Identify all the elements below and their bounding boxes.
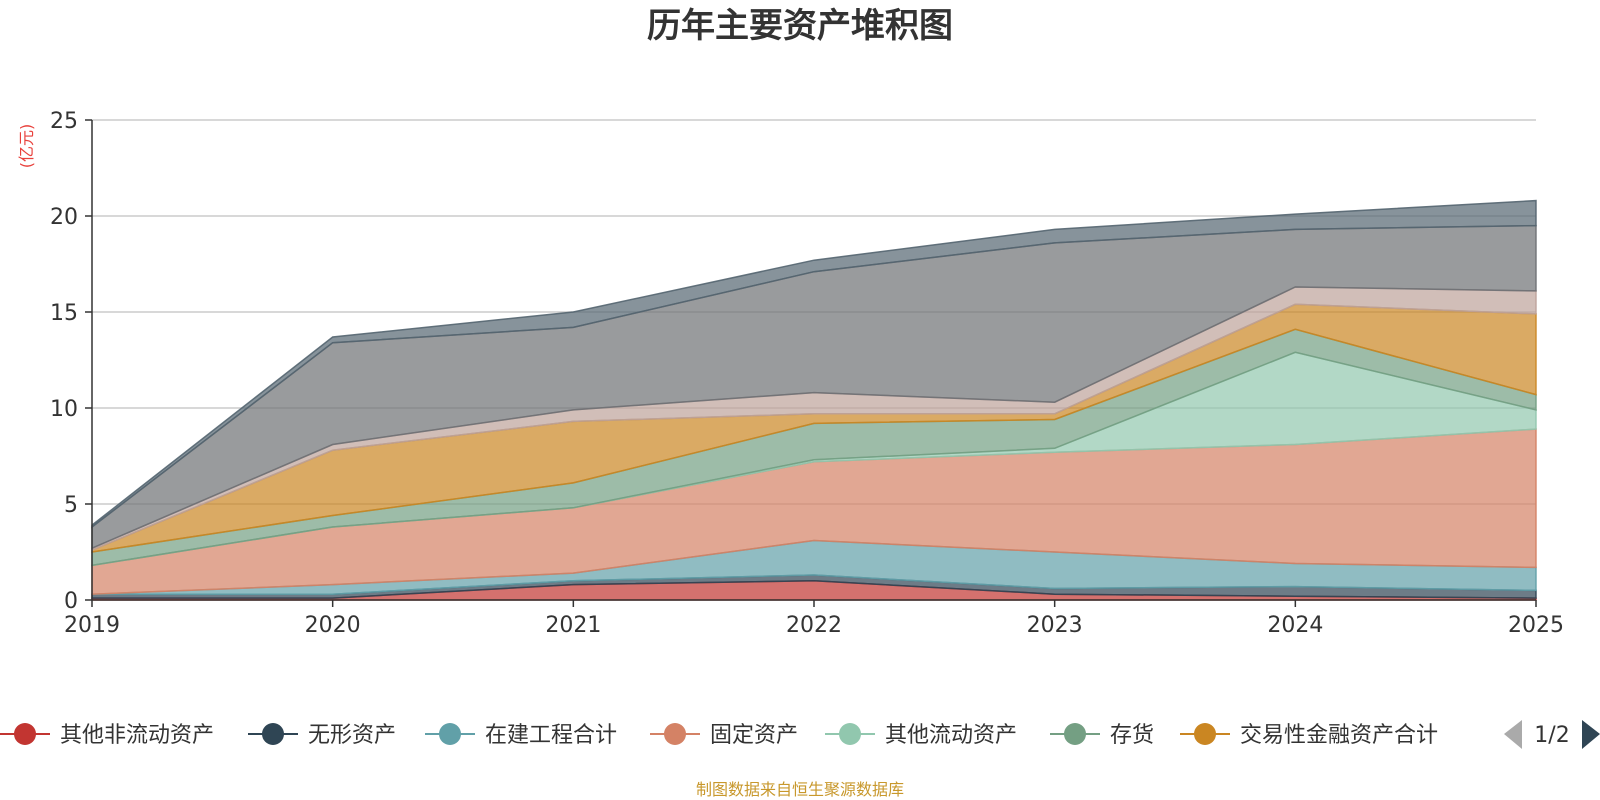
legend-item[interactable]: 其他流动资产 — [825, 723, 1017, 748]
legend-pager: 1/2 — [1504, 720, 1600, 749]
x-tick-label: 2023 — [1027, 613, 1083, 638]
legend-label: 其他非流动资产 — [60, 723, 214, 748]
y-tick-label: 20 — [50, 205, 78, 230]
legend[interactable]: 其他非流动资产 无形资产 在建工程合计 固定资产 其他流动资产 存货 交易性金融资产合计 — [0, 723, 1438, 748]
x-tick-label: 2025 — [1508, 613, 1564, 638]
y-tick-label: 15 — [50, 301, 78, 326]
x-tick-label: 2019 — [64, 613, 120, 638]
legend-marker-icon — [14, 723, 36, 745]
stacked-areas — [91, 199, 1537, 601]
legend-label: 其他流动资产 — [885, 723, 1017, 748]
legend-item[interactable]: 无形资产 — [248, 723, 396, 748]
legend-label: 在建工程合计 — [485, 723, 617, 748]
legend-item[interactable]: 固定资产 — [650, 723, 798, 748]
legend-marker-icon — [262, 723, 284, 745]
legend-label: 固定资产 — [710, 723, 798, 748]
x-tick-label: 2022 — [786, 613, 842, 638]
y-tick-label: 0 — [64, 589, 78, 614]
legend-marker-icon — [439, 723, 461, 745]
legend-marker-icon — [1064, 723, 1086, 745]
y-tick-label: 5 — [64, 493, 78, 518]
x-tick-label: 2020 — [305, 613, 361, 638]
data-source-footer: 制图数据来自恒生聚源数据库 — [696, 780, 904, 799]
legend-item[interactable]: 交易性金融资产合计 — [1180, 723, 1438, 748]
legend-item[interactable]: 在建工程合计 — [425, 723, 617, 748]
legend-marker-icon — [664, 723, 686, 745]
y-tick-label: 10 — [50, 397, 78, 422]
legend-item[interactable]: 其他非流动资产 — [0, 723, 214, 748]
legend-next-page-icon[interactable] — [1582, 720, 1600, 749]
legend-marker-icon — [1194, 723, 1216, 745]
x-tick-label: 2021 — [545, 613, 601, 638]
chart-title: 历年主要资产堆积图 — [647, 6, 953, 46]
legend-item[interactable]: 存货 — [1050, 723, 1154, 748]
x-tick-label: 2024 — [1267, 613, 1323, 638]
legend-prev-page-icon[interactable] — [1504, 720, 1522, 749]
legend-label: 交易性金融资产合计 — [1240, 723, 1438, 748]
y-tick-label: 25 — [50, 109, 78, 134]
legend-label: 无形资产 — [308, 723, 396, 748]
legend-page-indicator: 1/2 — [1534, 723, 1569, 748]
legend-label: 存货 — [1110, 723, 1154, 748]
y-axis-unit-label: (亿元) — [17, 124, 36, 169]
legend-marker-icon — [839, 723, 861, 745]
area-series[interactable] — [91, 199, 1537, 529]
